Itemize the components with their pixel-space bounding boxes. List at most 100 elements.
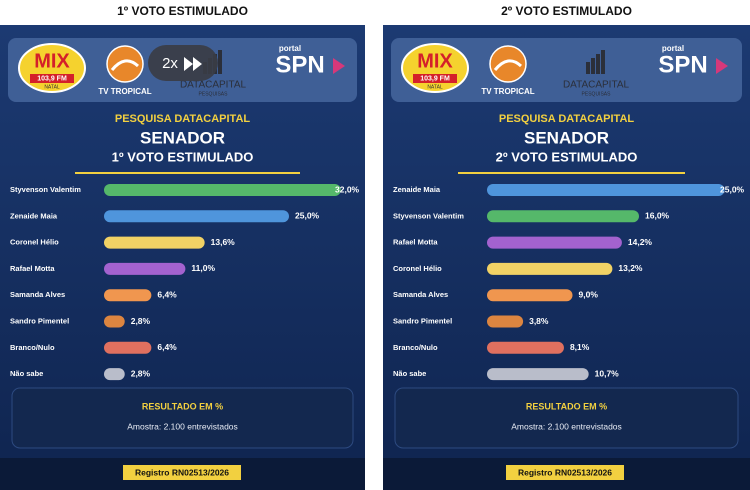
registry-box — [506, 465, 624, 480]
datacapital-text: DATACAPITAL — [563, 80, 630, 91]
bar — [487, 368, 589, 381]
tv-logo-wave — [110, 59, 140, 71]
bar — [104, 368, 125, 381]
tv-logo — [106, 45, 144, 83]
chart-subtitle: 2º VOTO ESTIMULADO — [496, 149, 638, 164]
bar — [487, 289, 573, 302]
value-label: 9,0% — [579, 289, 599, 299]
value-label: 25,0% — [295, 211, 320, 221]
logo-bar — [391, 38, 742, 102]
tv-logo-wave — [493, 59, 523, 71]
result-box — [11, 387, 354, 449]
category-label: Samanda Alves — [393, 290, 448, 299]
spn-text: SPN — [275, 51, 324, 78]
value-label: 13,2% — [618, 263, 643, 273]
portal-text: portal — [279, 44, 301, 53]
category-label: Sandro Pimentel — [10, 316, 69, 325]
bar — [104, 210, 289, 223]
result-box — [394, 387, 739, 449]
spn-text: SPN — [658, 51, 707, 78]
value-label: 11,0% — [191, 263, 215, 273]
bar — [104, 236, 205, 249]
value-label: 8,1% — [570, 342, 590, 352]
value-label: 32,0% — [335, 184, 360, 194]
panel-heading: 1º VOTO ESTIMULADO — [117, 4, 248, 18]
datacapital-icon — [218, 50, 222, 74]
category-label: Sandro Pimentel — [393, 316, 452, 325]
bar — [487, 184, 725, 196]
chart-kicker: PESQUISA DATACAPITAL — [115, 113, 251, 125]
datacapital-icon — [591, 58, 595, 74]
tv-logo-text: TV TROPICAL — [481, 87, 534, 96]
value-label: 14,2% — [628, 237, 653, 247]
portal-text: portal — [662, 44, 684, 53]
registry-text: Registro RN02513/2026 — [518, 467, 612, 477]
bar — [487, 236, 622, 249]
mix-freq-box — [413, 74, 457, 83]
value-label: 10,7% — [595, 368, 620, 378]
category-label: Zenaide Maia — [393, 185, 441, 194]
category-label: Samanda Alves — [10, 290, 65, 299]
chart-kicker: PESQUISA DATACAPITAL — [499, 113, 635, 125]
value-label: 3,8% — [529, 316, 549, 326]
category-label: Não sabe — [10, 369, 43, 378]
bar — [487, 315, 524, 328]
sample-text: Amostra: 2.100 entrevistados — [127, 421, 238, 431]
registry-text: Registro RN02513/2026 — [135, 467, 229, 477]
value-label: 13,6% — [211, 237, 236, 247]
bar — [104, 262, 186, 275]
tv-logo-text: TV TROPICAL — [98, 87, 151, 96]
mix-city: NATAL — [427, 84, 443, 90]
value-label: 2,8% — [131, 368, 151, 378]
datacapital-icon — [596, 54, 600, 74]
category-label: Styvenson Valentim — [393, 211, 464, 220]
mix-freq: 103,9 FM — [37, 75, 67, 82]
bar — [104, 184, 341, 196]
speed-icon — [193, 57, 202, 71]
bar — [104, 289, 152, 302]
sample-text: Amostra: 2.100 entrevistados — [511, 421, 622, 431]
category-label: Não sabe — [393, 369, 426, 378]
result-title: RESULTADO EM % — [526, 401, 607, 411]
chart-subtitle: 1º VOTO ESTIMULADO — [112, 149, 254, 164]
datacapital-icon — [601, 50, 605, 74]
category-label: Rafael Motta — [10, 264, 55, 273]
bar — [487, 341, 564, 354]
speed-icon — [184, 57, 193, 71]
category-label: Zenaide Maia — [10, 211, 58, 220]
datacapital-icon — [586, 62, 590, 74]
panel-heading: 2º VOTO ESTIMULADO — [501, 4, 632, 18]
value-label: 6,4% — [157, 289, 177, 299]
spn-arrow — [716, 58, 728, 74]
category-label: Coronel Hélio — [10, 238, 59, 247]
mix-logo-text: MIX — [34, 50, 70, 72]
value-label: 16,0% — [645, 211, 670, 221]
speed-text: 2x — [162, 55, 178, 72]
bar — [487, 262, 613, 275]
value-label: 25,0% — [720, 184, 745, 194]
bar — [104, 315, 125, 328]
spn-arrow — [333, 58, 345, 74]
chart-title: SENADOR — [524, 128, 609, 147]
category-label: Branco/Nulo — [10, 343, 55, 352]
tv-logo — [489, 45, 527, 83]
category-label: Rafael Motta — [393, 238, 438, 247]
registry-box — [123, 465, 241, 480]
bar — [104, 341, 152, 354]
category-label: Branco/Nulo — [393, 343, 438, 352]
datacapital-text: DATACAPITAL — [180, 80, 247, 91]
result-title: RESULTADO EM % — [142, 401, 223, 411]
speed-overlay — [148, 45, 218, 81]
datacapital-sub: PESQUISAS — [582, 91, 612, 97]
chart-title: SENADOR — [140, 128, 225, 147]
value-label: 2,8% — [131, 316, 151, 326]
mix-logo-text: MIX — [417, 50, 453, 72]
value-label: 6,4% — [157, 342, 177, 352]
mix-freq-box — [30, 74, 74, 83]
datacapital-sub: PESQUISAS — [199, 91, 229, 97]
mix-city: NATAL — [44, 84, 60, 90]
mix-freq: 103,9 FM — [420, 75, 450, 82]
bar — [487, 210, 639, 223]
category-label: Styvenson Valentim — [10, 185, 81, 194]
